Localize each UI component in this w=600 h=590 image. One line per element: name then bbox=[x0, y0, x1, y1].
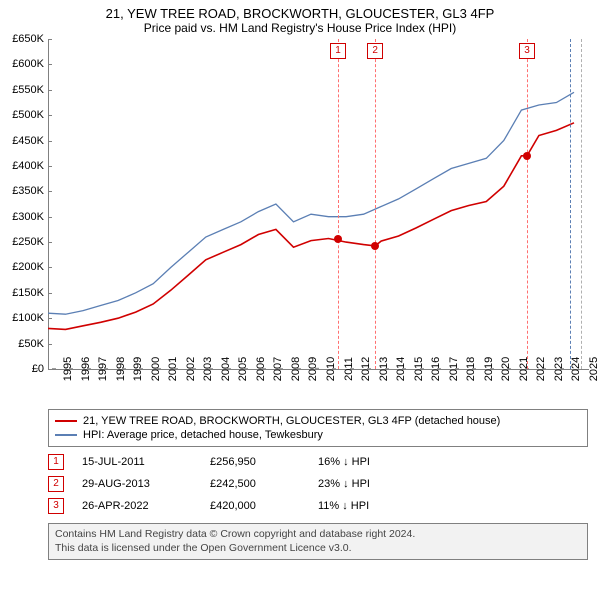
sale-row-marker: 2 bbox=[48, 476, 64, 492]
sale-row-date: 15-JUL-2011 bbox=[82, 456, 192, 468]
series-property bbox=[48, 123, 574, 330]
legend-swatch bbox=[55, 420, 77, 422]
chart-area: £0£50K£100K£150K£200K£250K£300K£350K£400… bbox=[48, 39, 588, 369]
sale-vline bbox=[375, 39, 376, 369]
sale-row-delta: 23% ↓ HPI bbox=[318, 478, 370, 490]
sale-marker-box: 3 bbox=[519, 43, 535, 59]
sale-row-price: £242,500 bbox=[210, 478, 300, 490]
y-tick-label: £650K bbox=[12, 33, 48, 45]
sale-dot bbox=[523, 152, 531, 160]
y-tick-label: £400K bbox=[12, 160, 48, 172]
legend-box: 21, YEW TREE ROAD, BROCKWORTH, GLOUCESTE… bbox=[48, 409, 588, 447]
sale-vline bbox=[338, 39, 339, 369]
footer-line: Contains HM Land Registry data © Crown c… bbox=[55, 528, 581, 542]
chart-title: 21, YEW TREE ROAD, BROCKWORTH, GLOUCESTE… bbox=[0, 0, 600, 21]
reference-vline bbox=[581, 39, 582, 369]
x-tick-label: 2025 bbox=[574, 357, 600, 381]
sale-row: 2 29-AUG-2013 £242,500 23% ↓ HPI bbox=[48, 473, 588, 495]
sale-marker-box: 2 bbox=[367, 43, 383, 59]
sale-vline bbox=[527, 39, 528, 369]
y-tick-label: £50K bbox=[18, 338, 48, 350]
chart-subtitle: Price paid vs. HM Land Registry's House … bbox=[0, 21, 600, 39]
y-tick-label: £200K bbox=[12, 261, 48, 273]
attribution-footer: Contains HM Land Registry data © Crown c… bbox=[48, 523, 588, 560]
legend-label: HPI: Average price, detached house, Tewk… bbox=[83, 429, 323, 441]
sale-row-delta: 11% ↓ HPI bbox=[318, 500, 369, 512]
y-tick-label: £300K bbox=[12, 211, 48, 223]
y-tick-label: £600K bbox=[12, 58, 48, 70]
sale-row-date: 29-AUG-2013 bbox=[82, 478, 192, 490]
legend-swatch bbox=[55, 434, 77, 436]
sale-dot bbox=[371, 242, 379, 250]
y-tick-label: £500K bbox=[12, 109, 48, 121]
sale-row-date: 26-APR-2022 bbox=[82, 500, 192, 512]
y-tick-label: £350K bbox=[12, 185, 48, 197]
sale-row: 1 15-JUL-2011 £256,950 16% ↓ HPI bbox=[48, 451, 588, 473]
reference-vline bbox=[570, 39, 571, 369]
sale-row-marker: 1 bbox=[48, 454, 64, 470]
sale-row-price: £420,000 bbox=[210, 500, 300, 512]
sale-row-marker: 3 bbox=[48, 498, 64, 514]
sale-row: 3 26-APR-2022 £420,000 11% ↓ HPI bbox=[48, 495, 588, 517]
sale-row-delta: 16% ↓ HPI bbox=[318, 456, 370, 468]
footer-line: This data is licensed under the Open Gov… bbox=[55, 542, 581, 556]
y-tick-label: £250K bbox=[12, 236, 48, 248]
sale-marker-box: 1 bbox=[330, 43, 346, 59]
y-tick-label: £150K bbox=[12, 287, 48, 299]
legend-row: HPI: Average price, detached house, Tewk… bbox=[55, 428, 581, 442]
sales-table: 1 15-JUL-2011 £256,950 16% ↓ HPI 2 29-AUG-201… bbox=[48, 451, 588, 517]
legend-label: 21, YEW TREE ROAD, BROCKWORTH, GLOUCESTE… bbox=[83, 415, 500, 427]
y-tick-label: £550K bbox=[12, 84, 48, 96]
series-hpi bbox=[48, 92, 574, 314]
series-lines bbox=[48, 39, 588, 369]
sale-dot bbox=[334, 235, 342, 243]
y-tick-label: £450K bbox=[12, 135, 48, 147]
y-tick-label: £100K bbox=[12, 312, 48, 324]
legend-row: 21, YEW TREE ROAD, BROCKWORTH, GLOUCESTE… bbox=[55, 414, 581, 428]
sale-row-price: £256,950 bbox=[210, 456, 300, 468]
